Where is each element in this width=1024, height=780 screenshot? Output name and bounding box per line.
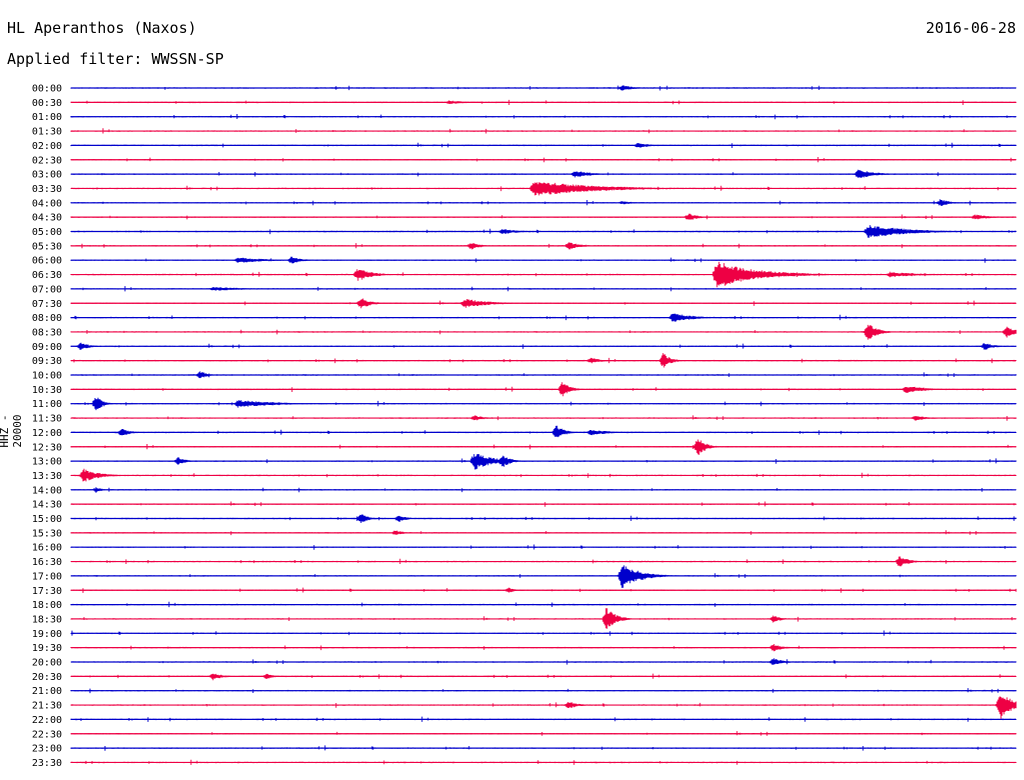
row-time-label: 16:30 xyxy=(32,557,62,568)
row-time-label: 06:30 xyxy=(32,270,62,281)
row-time-label: 13:00 xyxy=(32,457,62,468)
row-time-label: 21:30 xyxy=(32,701,62,712)
row-time-label: 21:00 xyxy=(32,686,62,697)
row-time-label: 11:00 xyxy=(32,399,62,410)
row-time-label: 08:30 xyxy=(32,327,62,338)
date-label: 2016-06-28 xyxy=(925,19,1016,37)
row-time-label: 23:00 xyxy=(32,744,62,755)
row-time-label: 20:00 xyxy=(32,658,62,669)
row-time-label: 16:00 xyxy=(32,543,62,554)
row-time-label: 09:00 xyxy=(32,342,62,353)
row-time-label: 14:30 xyxy=(32,500,62,511)
row-time-label: 02:00 xyxy=(32,141,62,152)
row-time-label: 02:30 xyxy=(32,155,62,166)
row-time-label: 17:30 xyxy=(32,586,62,597)
row-time-label: 15:00 xyxy=(32,514,62,525)
row-time-label: 03:30 xyxy=(32,184,62,195)
row-time-label: 18:00 xyxy=(32,600,62,611)
row-time-label: 05:30 xyxy=(32,241,62,252)
row-time-label: 07:30 xyxy=(32,299,62,310)
row-time-label: 14:00 xyxy=(32,485,62,496)
row-time-label: 22:00 xyxy=(32,715,62,726)
row-time-label: 15:30 xyxy=(32,528,62,539)
row-time-label: 12:00 xyxy=(32,428,62,439)
row-time-label: 22:30 xyxy=(32,729,62,740)
row-time-label: 20:30 xyxy=(32,672,62,683)
seismic-trace xyxy=(70,565,1017,588)
row-time-label: 01:00 xyxy=(32,112,62,123)
seismic-trace xyxy=(70,454,1017,470)
row-time-label: 09:30 xyxy=(32,356,62,367)
row-time-label: 19:30 xyxy=(32,643,62,654)
row-time-label: 07:00 xyxy=(32,284,62,295)
row-time-label: 04:30 xyxy=(32,213,62,224)
row-time-label: 10:00 xyxy=(32,371,62,382)
row-time-label: 18:30 xyxy=(32,614,62,625)
row-time-label: 13:30 xyxy=(32,471,62,482)
row-time-label: 11:30 xyxy=(32,414,62,425)
seismic-trace xyxy=(70,425,1017,438)
row-time-label: 10:30 xyxy=(32,385,62,396)
row-time-label: 19:00 xyxy=(32,629,62,640)
row-time-label: 05:00 xyxy=(32,227,62,238)
row-time-label: 23:30 xyxy=(32,758,62,769)
row-time-label: 03:00 xyxy=(32,170,62,181)
row-time-label: 01:30 xyxy=(32,127,62,138)
row-time-label: 17:00 xyxy=(32,571,62,582)
row-time-label: 06:00 xyxy=(32,256,62,267)
row-time-label: 08:00 xyxy=(32,313,62,324)
seismic-trace xyxy=(70,696,1017,719)
station-title: HL Aperanthos (Naxos) xyxy=(7,19,197,37)
row-time-label: 00:30 xyxy=(32,98,62,109)
row-time-label: 00:00 xyxy=(32,84,62,95)
row-time-label: 12:30 xyxy=(32,442,62,453)
row-time-label: 04:00 xyxy=(32,198,62,209)
filter-label: Applied filter: WWSSN-SP xyxy=(7,50,224,68)
